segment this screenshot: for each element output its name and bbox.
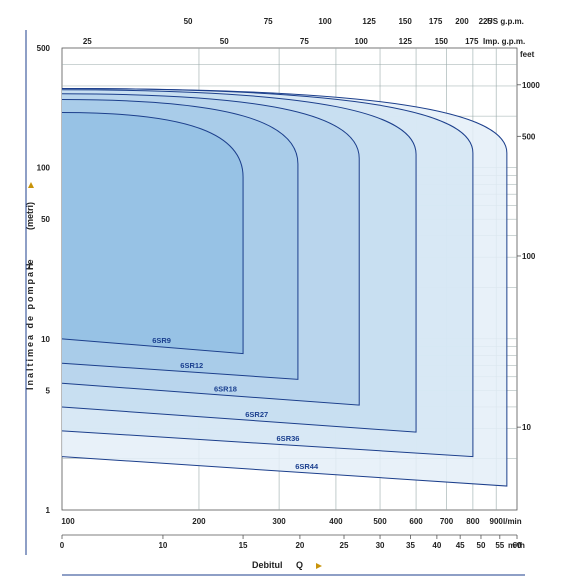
top-us-tick-label: 175 xyxy=(429,17,443,26)
bottom-m3h-tick-label: 30 xyxy=(376,541,385,550)
series-curve-6sr9 xyxy=(61,111,244,355)
series-label-6sr44: 6SR44 xyxy=(295,462,319,471)
series-label-6sr12: 6SR12 xyxy=(180,361,203,370)
bottom-m3h-tick-label: 10 xyxy=(158,541,167,550)
series-curve-6sr12 xyxy=(61,99,299,380)
bottom-m3h-tick-label: 40 xyxy=(432,541,441,550)
bottom-lmin-tick-label: 700 xyxy=(440,517,454,526)
x-axis-symbol: Q xyxy=(296,560,303,570)
top-imp-tick-label: 25 xyxy=(83,37,92,46)
top-imp-tick-label: 150 xyxy=(435,37,449,46)
top-us-unit: US g.p.m. xyxy=(487,17,524,26)
x-arrow-icon xyxy=(316,563,322,569)
top-us-tick-label: 75 xyxy=(264,17,273,26)
right-tick-label: 100 xyxy=(522,252,536,261)
bottom-m3h-tick-label: 15 xyxy=(239,541,248,550)
right-unit: feet xyxy=(520,50,535,59)
bottom-lmin-tick-label: 600 xyxy=(409,517,423,526)
series-label-6sr18: 6SR18 xyxy=(214,384,237,393)
y-axis-symbol-group: H xyxy=(25,264,35,271)
top-us-tick-label: 50 xyxy=(184,17,193,26)
left-tick-label: 5 xyxy=(46,386,51,395)
y-arrow-icon xyxy=(28,182,34,188)
bottom-lmin-tick-label: 400 xyxy=(329,517,343,526)
bottom-lmin-tick-label: 500 xyxy=(373,517,387,526)
top-us-tick-label: 225 xyxy=(479,17,493,26)
y-axis-symbol: H xyxy=(25,264,35,271)
y-axis-label: Inaltimea de pompare xyxy=(25,257,35,390)
bottom-lmin-tick-label: 300 xyxy=(272,517,286,526)
series-curve-6sr27 xyxy=(61,89,417,433)
left-tick-label: 50 xyxy=(41,215,50,224)
bottom-lmin-tick-label: 100 xyxy=(61,517,75,526)
bottom-m3h-tick-label: 60 xyxy=(513,541,522,550)
right-tick-label: 1000 xyxy=(522,81,540,90)
top-imp-tick-label: 75 xyxy=(300,37,309,46)
series-curve-6sr36 xyxy=(61,87,474,458)
top-us-tick-label: 125 xyxy=(362,17,376,26)
x-axis-label: Debitul xyxy=(252,560,283,570)
top-imp-tick-label: 125 xyxy=(399,37,413,46)
bottom-lmin-tick-label: 200 xyxy=(192,517,206,526)
y-axis-unit-group: (metri) xyxy=(25,202,35,230)
bottom-lmin-tick-label: 800 xyxy=(466,517,480,526)
bottom-m3h-tick-label: 55 xyxy=(495,541,504,550)
bottom-m3h-tick-label: 20 xyxy=(295,541,304,550)
series-label-6sr36: 6SR36 xyxy=(277,434,300,443)
right-tick-label: 500 xyxy=(522,132,536,141)
top-us-tick-label: 200 xyxy=(455,17,469,26)
y-axis-title: Inaltimea de pompare xyxy=(25,257,35,390)
left-tick-label: 500 xyxy=(37,44,51,53)
right-tick-label: 10 xyxy=(522,423,531,432)
top-imp-tick-label: 50 xyxy=(220,37,229,46)
bottom-m3h-tick-label: 45 xyxy=(456,541,465,550)
series-label-6sr27: 6SR27 xyxy=(245,410,268,419)
bottom-m3h-tick-label: 50 xyxy=(477,541,486,550)
y-axis-unit: (metri) xyxy=(25,202,35,230)
left-tick-label: 100 xyxy=(37,164,51,173)
left-tick-label: 1 xyxy=(46,506,51,515)
series-area-6sr9 xyxy=(62,112,244,354)
series-label-6sr9: 6SR9 xyxy=(152,336,171,345)
bottom-m3h-tick-label: 25 xyxy=(340,541,349,550)
series-curve-6sr18 xyxy=(61,93,360,406)
left-tick-label: 10 xyxy=(41,335,50,344)
bottom-lmin-tick-label: 900 xyxy=(490,517,504,526)
top-us-tick-label: 100 xyxy=(318,17,332,26)
top-imp-tick-label: 100 xyxy=(355,37,369,46)
top-us-tick-label: 150 xyxy=(398,17,412,26)
bottom-lmin-unit: l/min xyxy=(503,517,522,526)
bottom-m3h-unit: m³/h xyxy=(508,541,525,550)
top-imp-unit: Imp. g.p.m. xyxy=(483,37,525,46)
bottom-m3h-tick-label: 0 xyxy=(60,541,65,550)
top-imp-tick-label: 175 xyxy=(465,37,479,46)
bottom-m3h-tick-label: 35 xyxy=(406,541,415,550)
